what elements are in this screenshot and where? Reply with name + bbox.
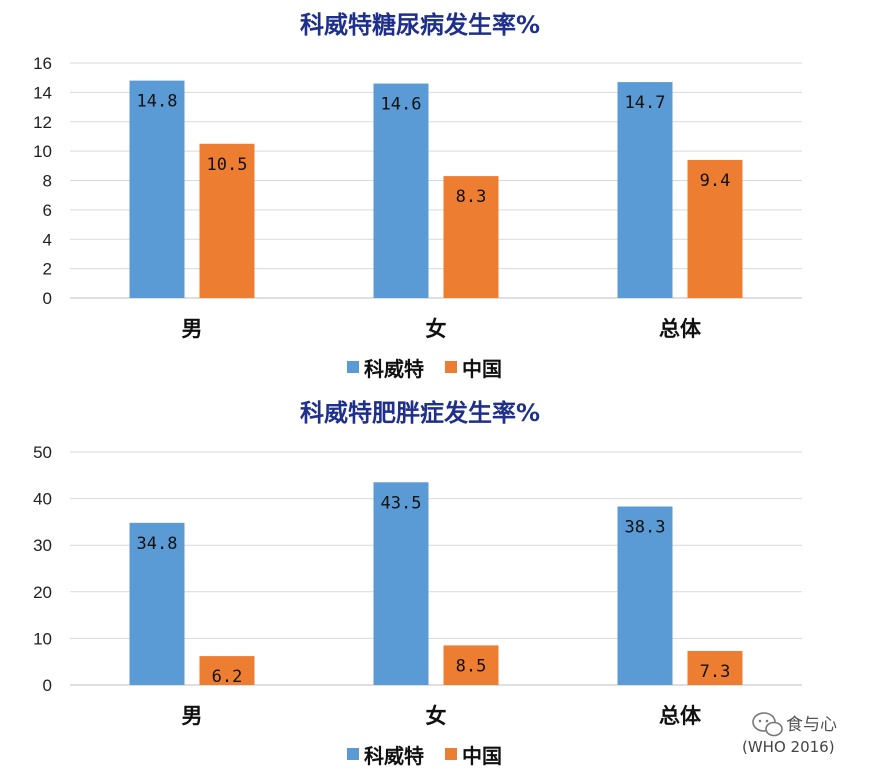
data-label: 6.2	[212, 667, 243, 687]
bar-china	[443, 176, 499, 298]
data-label: 34.8	[137, 534, 178, 554]
legend-label-kuwait: 科威特	[364, 744, 424, 768]
legend-swatch-kuwait	[347, 748, 359, 760]
chart-diabetes: 科威特糖尿病发生率% 0 2 4 6 8 10 12 14 16 14.8 10.5 14.6 8.3…	[33, 11, 802, 381]
y-tick-label: 16	[33, 54, 52, 73]
y-tick-label: 50	[33, 443, 52, 462]
x-category-label: 男	[182, 317, 203, 341]
data-label: 43.5	[381, 493, 422, 513]
y-tick-label: 20	[33, 583, 52, 602]
data-label: 8.3	[456, 187, 487, 207]
chart-title: 科威特肥胖症发生率%	[300, 399, 540, 427]
y-tick-label: 0	[43, 289, 52, 308]
data-label: 14.7	[625, 93, 666, 113]
legend-swatch-kuwait	[347, 361, 359, 373]
data-label: 38.3	[625, 518, 666, 538]
legend-label-china: 中国	[462, 744, 502, 768]
y-tick-label: 2	[43, 260, 52, 279]
x-category-label: 女	[426, 704, 447, 728]
y-tick-label: 12	[33, 113, 52, 132]
data-label: 10.5	[207, 155, 248, 175]
bar-china	[199, 143, 255, 298]
y-tick-label: 8	[43, 172, 52, 191]
legend-swatch-china	[445, 361, 457, 373]
bar-kuwait	[617, 506, 673, 685]
bar-kuwait	[617, 82, 673, 298]
x-category-label: 女	[426, 317, 447, 341]
bar-kuwait	[129, 522, 185, 685]
bar-china	[199, 656, 255, 685]
data-label: 7.3	[700, 662, 731, 682]
data-label: 14.6	[381, 95, 422, 115]
bar-china	[687, 159, 743, 298]
legend-label-kuwait: 科威特	[364, 357, 424, 381]
y-tick-label: 4	[43, 230, 52, 249]
watermark: 食与心	[752, 712, 837, 737]
bar-kuwait	[373, 83, 429, 298]
y-tick-label: 14	[33, 83, 52, 102]
y-tick-label: 40	[33, 490, 52, 509]
y-tick-label: 30	[33, 536, 52, 555]
legend-label-china: 中国	[462, 357, 502, 381]
chat-bubble-icon	[752, 712, 783, 737]
legend: 科威特 中国	[347, 744, 502, 768]
legend-swatch-china	[445, 748, 457, 760]
x-category-label: 总体	[659, 317, 702, 341]
x-category-label: 男	[182, 704, 203, 728]
y-tick-label: 6	[43, 201, 52, 220]
data-label: 8.5	[456, 656, 487, 676]
bar-kuwait	[373, 482, 429, 685]
y-tick-label: 10	[33, 629, 52, 648]
y-tick-label: 10	[33, 142, 52, 161]
x-category-label: 总体	[659, 704, 702, 728]
watermark-text: 食与心	[786, 715, 837, 735]
data-label: 9.4	[700, 171, 731, 191]
chart-obesity: 科威特肥胖症发生率% 0 10 20 30 40 50 34.8 6.2 43.5 8.5 38.…	[33, 399, 802, 768]
source-note: (WHO 2016)	[742, 738, 835, 756]
y-tick-label: 0	[43, 676, 52, 695]
data-label: 14.8	[137, 92, 178, 112]
chart-title: 科威特糖尿病发生率%	[300, 11, 540, 39]
bar-china	[687, 650, 743, 685]
legend: 科威特 中国	[347, 357, 502, 381]
bar-china	[443, 645, 499, 685]
bar-kuwait	[129, 80, 185, 298]
